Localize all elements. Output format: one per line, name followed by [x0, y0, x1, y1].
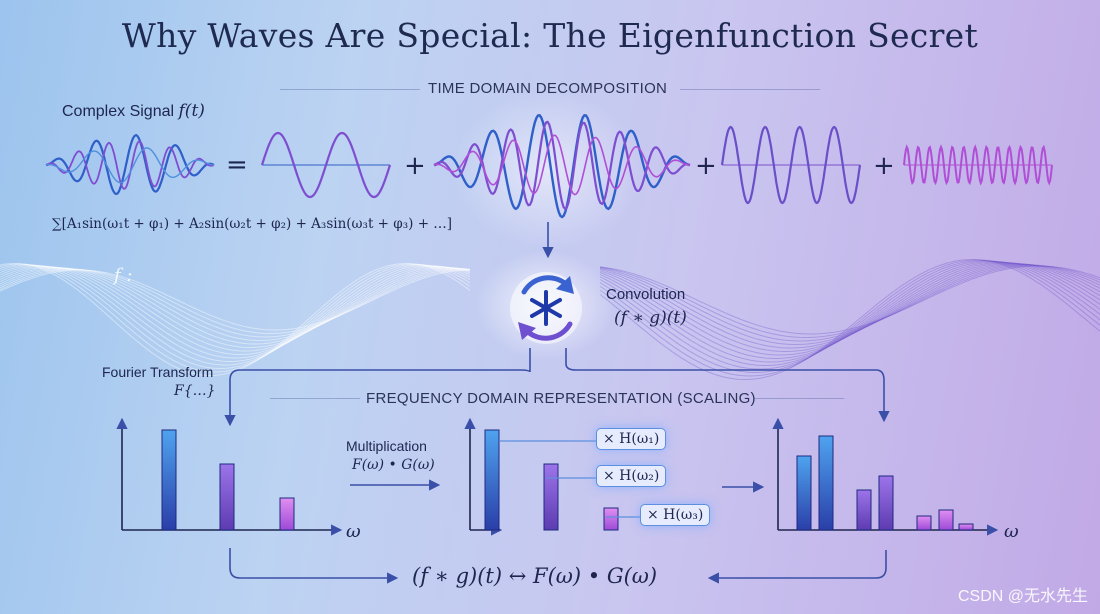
scale-factor-3: × H(ω₃) [640, 504, 711, 526]
ribbon-line-right [599, 264, 1100, 342]
axis-label-omega-3: ω [1004, 521, 1019, 542]
fourier-transform-label: Fourier Transform [102, 364, 214, 380]
ribbon-line-left [0, 269, 471, 331]
time-domain-heading-rule-right [680, 89, 820, 90]
frequency-domain-heading: FREQUENCY DOMAIN REPRESENTATION (SCALING… [366, 390, 756, 407]
arrow-fourier [224, 348, 531, 427]
multiplication-formula: F(ω) • G(ω) [352, 457, 435, 473]
ribbon-line-left [0, 264, 471, 366]
cycle-arrows-icon [521, 275, 573, 341]
ribbon-line-right [599, 260, 1100, 370]
frequency-heading-rule-left [270, 398, 360, 399]
bottom-formula: (f ∗ g)(t) ↔ F(ω) • G(ω) [412, 564, 658, 588]
snowflake-convolution-icon [530, 290, 562, 326]
ribbon-line-right [599, 259, 1100, 380]
ribbon-line-right [599, 264, 1100, 345]
component-wave-1 [260, 131, 392, 199]
ribbon-line-left [0, 267, 471, 348]
spectrum-bar [543, 463, 559, 531]
ribbon-line-right [599, 263, 1100, 352]
complex-signal-symbol: f(t) [178, 101, 205, 121]
fourier-transform-formula: F{…} [174, 383, 216, 399]
component-wave-3 [720, 125, 862, 205]
ribbon-line-left [0, 268, 471, 338]
multiplication-label: Multiplication [346, 438, 427, 454]
ribbon-line-right [599, 265, 1100, 338]
convolution-node [510, 272, 582, 344]
component-wave-4 [903, 144, 1053, 186]
ribbon-line-right [599, 265, 1100, 335]
ribbon-line-left [0, 266, 471, 355]
ribbon-line-right [599, 261, 1100, 366]
complex-signal-wave [45, 147, 215, 184]
ribbon-line-right [599, 263, 1100, 349]
time-domain-heading-rule-left [280, 89, 420, 90]
arrow-convolution-right [565, 348, 890, 423]
ribbon-line-right [599, 262, 1100, 356]
spectrum-bar [161, 429, 177, 531]
spectrum-bar [958, 523, 974, 531]
spectrum-bar [603, 507, 619, 531]
scale-factor-2: × H(ω₂) [596, 465, 667, 487]
page-title: Why Waves Are Special: The Eigenfunction… [121, 16, 979, 55]
equals-sign: = [226, 150, 248, 180]
plus-sign-1: + [404, 151, 426, 181]
ribbon-line-left [0, 267, 471, 345]
spectrum-bar [856, 489, 872, 531]
ribbon-line-left [0, 266, 471, 352]
ribbon-line-right [599, 259, 1100, 377]
complex-signal-label: Complex Signal f(t) [62, 101, 205, 121]
convolution-label: Convolution [606, 286, 686, 303]
background-f-glyph: f : [114, 265, 133, 286]
arrow-bottom-right [707, 550, 887, 584]
component-wave-2 [433, 134, 690, 196]
ribbon-line-right [599, 262, 1100, 359]
scale-factor-1: × H(ω₁) [596, 428, 667, 450]
watermark: CSDN @无水先生 [957, 588, 1088, 605]
axis-label-omega-1: ω [346, 521, 361, 542]
plus-sign-3: + [873, 151, 895, 181]
complex-signal-wave [45, 134, 215, 196]
ribbon-line-left [0, 265, 471, 359]
sum-formula: ∑[A₁sin(ω₁t + φ₁) + A₂sin(ω₂t + φ₂) + A₃… [52, 216, 453, 232]
ribbon-line-left [0, 264, 471, 362]
spectrum-bar [796, 455, 812, 531]
ribbon-line-left [0, 268, 471, 341]
time-domain-waves [45, 114, 1053, 219]
ribbon-line-right [599, 260, 1100, 373]
spectrum-bar [878, 475, 894, 531]
spectrum-bar [916, 515, 932, 531]
time-domain-heading: TIME DOMAIN DECOMPOSITION [428, 80, 668, 97]
spectrum-bar [484, 429, 500, 531]
complex-signal-text: Complex Signal [62, 103, 175, 120]
spectrum-bar [219, 463, 235, 531]
wave-ribbon-band [0, 259, 1100, 380]
spectrum-bar [938, 509, 954, 531]
ribbon-line-right [599, 261, 1100, 363]
component-wave-2 [433, 114, 691, 219]
ribbon-line-left [0, 269, 471, 334]
ribbon-line-left [0, 264, 471, 370]
spectrum-bar [818, 435, 834, 531]
spectrum-bar [279, 497, 295, 531]
convolution-formula: (f ∗ g)(t) [614, 308, 687, 328]
ribbon-line-left [0, 263, 471, 373]
frequency-heading-rule-right [754, 398, 844, 399]
arrow-bottom-left [229, 548, 399, 584]
plus-sign-2: + [695, 151, 717, 181]
